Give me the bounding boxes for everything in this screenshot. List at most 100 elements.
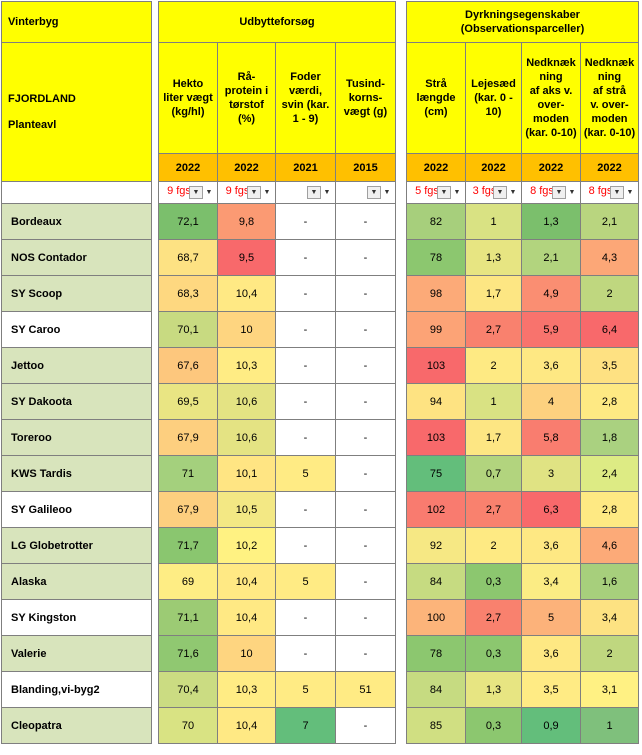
value-cell[interactable]: -: [335, 527, 396, 564]
year-cell-5[interactable]: 2022: [465, 153, 522, 182]
value-cell[interactable]: 0,9: [521, 707, 581, 744]
filter-cell-2[interactable]: ▼ ▼: [275, 181, 336, 204]
value-cell[interactable]: 68,7: [158, 239, 218, 276]
variety-name[interactable]: Cleopatra: [1, 707, 152, 744]
value-cell[interactable]: -: [335, 275, 396, 312]
value-cell[interactable]: 2,8: [580, 491, 639, 528]
value-cell[interactable]: 9,5: [217, 239, 276, 276]
value-cell[interactable]: -: [275, 239, 336, 276]
value-cell[interactable]: 10,4: [217, 275, 276, 312]
value-cell[interactable]: 99: [406, 311, 466, 348]
value-cell[interactable]: -: [335, 311, 396, 348]
value-cell[interactable]: 98: [406, 275, 466, 312]
filter-dropdown-icon[interactable]: ▼: [247, 186, 261, 199]
value-cell[interactable]: 1,6: [580, 563, 639, 600]
value-cell[interactable]: 5,9: [521, 311, 581, 348]
filter-cell-4[interactable]: 5 fgs ▼ ▼: [406, 181, 466, 204]
filter-dropdown-icon[interactable]: ▼: [437, 186, 451, 199]
value-cell[interactable]: -: [335, 563, 396, 600]
filter-dropdown-icon[interactable]: ▼: [323, 189, 331, 196]
filter-dropdown-icon[interactable]: ▼: [626, 189, 634, 196]
value-cell[interactable]: 71,7: [158, 527, 218, 564]
sheet-title[interactable]: Vinterbyg: [1, 1, 152, 43]
value-cell[interactable]: 10,4: [217, 707, 276, 744]
value-cell[interactable]: 10,6: [217, 419, 276, 456]
value-cell[interactable]: 2,4: [580, 455, 639, 492]
value-cell[interactable]: 67,9: [158, 419, 218, 456]
value-cell[interactable]: 71,1: [158, 599, 218, 636]
value-cell[interactable]: 71,6: [158, 635, 218, 672]
value-cell[interactable]: -: [275, 311, 336, 348]
variety-name[interactable]: LG Globetrotter: [1, 527, 152, 564]
filter-dropdown-icon[interactable]: ▼: [307, 186, 321, 199]
variety-name[interactable]: KWS Tardis: [1, 455, 152, 492]
year-cell-7[interactable]: 2022: [580, 153, 639, 182]
year-cell-3[interactable]: 2015: [335, 153, 396, 182]
filter-dropdown-icon[interactable]: ▼: [493, 186, 507, 199]
column-header-1[interactable]: Rå-protein i tørstof (%): [217, 42, 276, 154]
value-cell[interactable]: 10,1: [217, 455, 276, 492]
value-cell[interactable]: 103: [406, 347, 466, 384]
value-cell[interactable]: 82: [406, 203, 466, 240]
value-cell[interactable]: -: [275, 527, 336, 564]
value-cell[interactable]: 70,1: [158, 311, 218, 348]
filter-dropdown-icon[interactable]: ▼: [205, 189, 213, 196]
filter-cell-1[interactable]: 9 fgs ▼ ▼: [217, 181, 276, 204]
filter-cell-6[interactable]: 8 fgs ▼ ▼: [521, 181, 581, 204]
value-cell[interactable]: -: [275, 419, 336, 456]
year-cell-2[interactable]: 2021: [275, 153, 336, 182]
value-cell[interactable]: 5,8: [521, 419, 581, 456]
value-cell[interactable]: 4,6: [580, 527, 639, 564]
value-cell[interactable]: 2: [465, 527, 522, 564]
year-cell-4[interactable]: 2022: [406, 153, 466, 182]
value-cell[interactable]: 10: [217, 311, 276, 348]
value-cell[interactable]: 10: [217, 635, 276, 672]
value-cell[interactable]: 3: [521, 455, 581, 492]
variety-name[interactable]: Valerie: [1, 635, 152, 672]
filter-cell-7[interactable]: 8 fgs ▼ ▼: [580, 181, 639, 204]
variety-name[interactable]: Toreroo: [1, 419, 152, 456]
value-cell[interactable]: -: [335, 707, 396, 744]
value-cell[interactable]: 1,3: [521, 203, 581, 240]
value-cell[interactable]: 2,8: [580, 383, 639, 420]
filter-dropdown-icon[interactable]: ▼: [263, 189, 271, 196]
value-cell[interactable]: 3,4: [521, 563, 581, 600]
filter-dropdown-icon[interactable]: ▼: [552, 186, 566, 199]
value-cell[interactable]: 70: [158, 707, 218, 744]
value-cell[interactable]: 1: [465, 203, 522, 240]
value-cell[interactable]: 10,3: [217, 671, 276, 708]
filter-dropdown-icon[interactable]: ▼: [189, 186, 203, 199]
value-cell[interactable]: -: [335, 347, 396, 384]
value-cell[interactable]: 0,7: [465, 455, 522, 492]
value-cell[interactable]: 92: [406, 527, 466, 564]
filter-cell-0[interactable]: 9 fgs ▼ ▼: [158, 181, 218, 204]
value-cell[interactable]: -: [335, 203, 396, 240]
value-cell[interactable]: 70,4: [158, 671, 218, 708]
value-cell[interactable]: 3,5: [521, 671, 581, 708]
value-cell[interactable]: -: [335, 635, 396, 672]
value-cell[interactable]: 10,4: [217, 599, 276, 636]
column-header-4[interactable]: Strå længde (cm): [406, 42, 466, 154]
value-cell[interactable]: 67,6: [158, 347, 218, 384]
variety-name[interactable]: SY Dakoota: [1, 383, 152, 420]
value-cell[interactable]: -: [335, 419, 396, 456]
value-cell[interactable]: 1,3: [465, 239, 522, 276]
filter-cell-3[interactable]: ▼ ▼: [335, 181, 396, 204]
filter-cell-5[interactable]: 3 fgs ▼ ▼: [465, 181, 522, 204]
value-cell[interactable]: 6,3: [521, 491, 581, 528]
value-cell[interactable]: 9,8: [217, 203, 276, 240]
value-cell[interactable]: 2: [465, 347, 522, 384]
column-header-6[interactable]: Nedknæk ning af aks v. over-moden (kar. 0-10…: [521, 42, 581, 154]
value-cell[interactable]: 4,3: [580, 239, 639, 276]
filter-cell-name[interactable]: [1, 181, 152, 204]
filter-dropdown-icon[interactable]: ▼: [367, 186, 381, 199]
filter-dropdown-icon[interactable]: ▼: [383, 189, 391, 196]
filter-dropdown-icon[interactable]: ▼: [509, 189, 517, 196]
value-cell[interactable]: 3,4: [580, 599, 639, 636]
column-header-2[interactable]: Foder værdi, svin (kar. 1 - 9): [275, 42, 336, 154]
value-cell[interactable]: 72,1: [158, 203, 218, 240]
value-cell[interactable]: 102: [406, 491, 466, 528]
value-cell[interactable]: 84: [406, 671, 466, 708]
value-cell[interactable]: 103: [406, 419, 466, 456]
value-cell[interactable]: -: [335, 455, 396, 492]
